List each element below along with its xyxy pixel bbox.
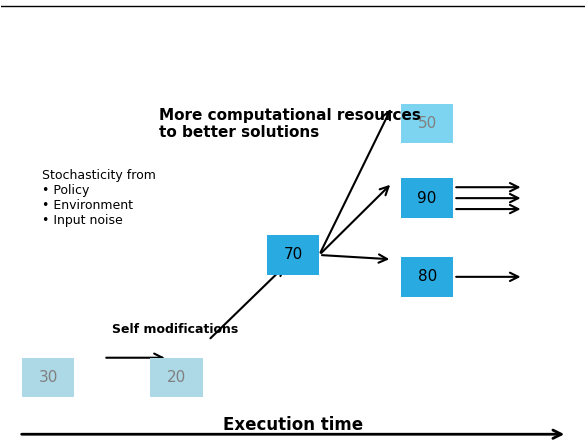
FancyBboxPatch shape	[22, 358, 74, 397]
Text: Self modifications: Self modifications	[112, 323, 239, 336]
FancyBboxPatch shape	[401, 257, 454, 297]
FancyBboxPatch shape	[150, 358, 203, 397]
FancyBboxPatch shape	[401, 179, 454, 218]
Text: 80: 80	[417, 269, 437, 284]
Text: More computational resources
to better solutions: More computational resources to better s…	[159, 108, 421, 140]
Text: 90: 90	[417, 191, 437, 205]
Text: 30: 30	[38, 370, 58, 385]
FancyBboxPatch shape	[267, 235, 319, 275]
FancyBboxPatch shape	[401, 104, 454, 143]
Text: Execution time: Execution time	[223, 417, 363, 434]
Text: 70: 70	[284, 247, 302, 263]
Text: 50: 50	[417, 116, 437, 131]
Text: 20: 20	[167, 370, 186, 385]
Text: Stochasticity from
• Policy
• Environment
• Input noise: Stochasticity from • Policy • Environmen…	[42, 169, 156, 227]
